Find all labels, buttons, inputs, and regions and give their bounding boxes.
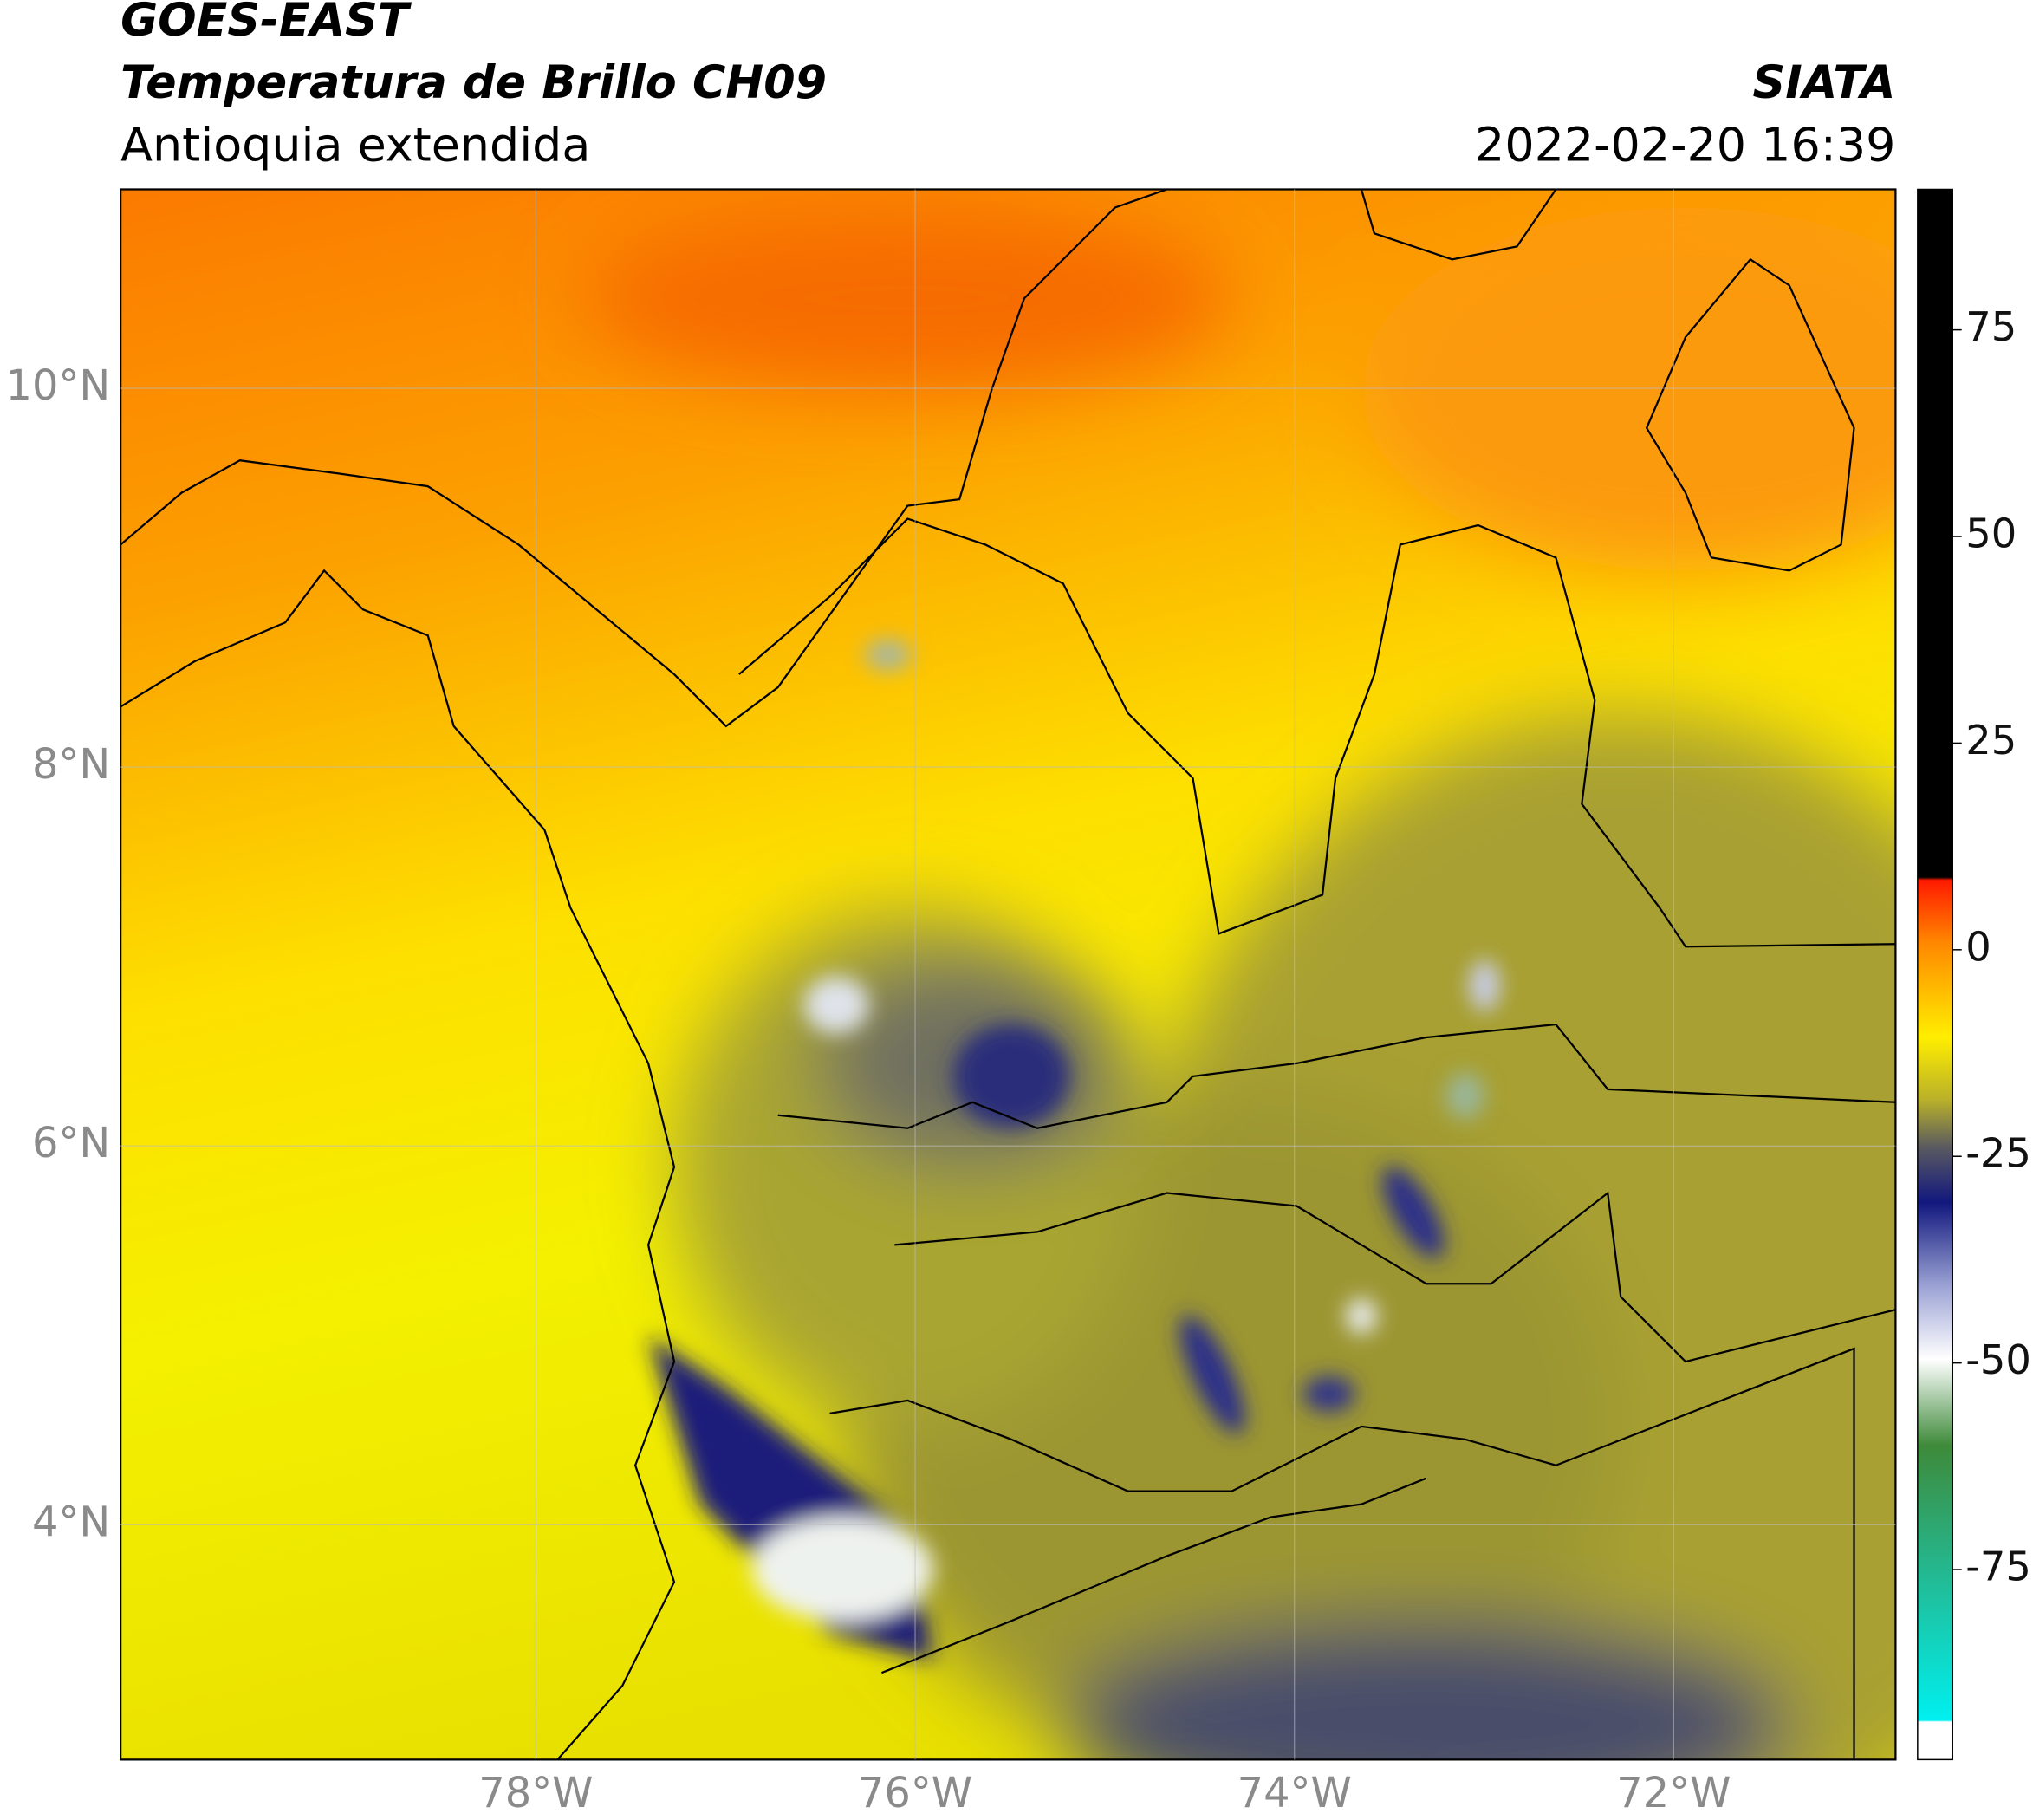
x-tick-label: 72°W (1616, 1770, 1731, 1817)
x-tick-label: 78°W (478, 1770, 593, 1817)
y-tick-label: 8°N (32, 741, 110, 789)
region: Antioquia extendida (120, 117, 590, 172)
colorbar-tick-label: 50 (1965, 510, 2017, 557)
colorbar-tick-label: -50 (1965, 1336, 2031, 1383)
colorbar-tick-label: 25 (1965, 717, 2017, 764)
colorbar-tick-label: -75 (1965, 1544, 2031, 1590)
y-tick-label: 10°N (6, 362, 111, 410)
map-image (120, 189, 1896, 1760)
map-frame (120, 188, 1897, 1761)
x-tick-label: 76°W (858, 1770, 972, 1817)
colorbar-tick-label: -25 (1965, 1130, 2031, 1177)
colorbar-tick-label: 75 (1965, 303, 2017, 350)
y-tick-label: 4°N (32, 1498, 110, 1546)
title: GOES-EAST (120, 0, 412, 47)
y-tick-label: 6°N (32, 1120, 110, 1167)
agency: SIATA (1753, 56, 1896, 109)
datetime: 2022-02-20 16:39 (1475, 117, 1895, 172)
subtitle: Temperatura de Brillo CH09 (120, 56, 827, 109)
colorbar (1917, 188, 1953, 1761)
colorbar-tick-label: 0 (1965, 923, 1991, 970)
x-tick-label: 74°W (1237, 1770, 1352, 1817)
